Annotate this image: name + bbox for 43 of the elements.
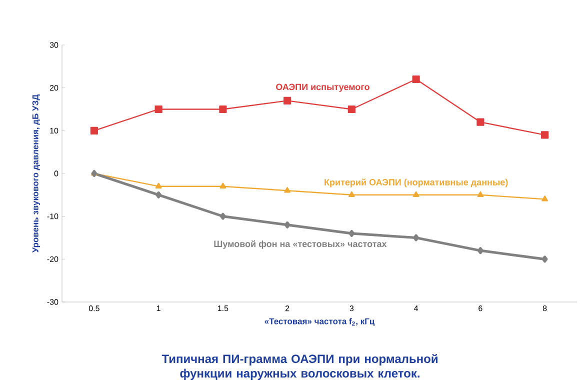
point: [413, 234, 420, 242]
point: [156, 191, 162, 198]
point: [541, 131, 549, 139]
point: [90, 126, 98, 134]
point: [284, 96, 292, 104]
point: [220, 182, 226, 188]
x-tick-label: 6: [478, 306, 482, 312]
y-tick-label: 30: [50, 42, 58, 48]
x-tick-label: 1.5: [218, 306, 228, 312]
x-tick-label: 3: [350, 306, 354, 312]
point: [412, 75, 420, 84]
point: [219, 105, 227, 114]
y-axis-title: Уровень звукового давления, дБ УЗД: [32, 94, 40, 253]
point: [348, 105, 356, 114]
point: [476, 118, 484, 126]
y-tick-label: -10: [47, 213, 58, 220]
point: [412, 191, 420, 198]
point: [154, 105, 162, 114]
point: [477, 247, 484, 254]
point: [348, 230, 355, 237]
y-tick-label: 10: [50, 128, 58, 134]
series-label: Шумовой фон на «тестовых» частотах: [214, 240, 387, 249]
point: [284, 187, 291, 193]
x-tick-label: 4: [414, 306, 418, 312]
x-axis-title: «Тестовая» частота f$_{2}$, кГц: [264, 318, 375, 326]
point: [477, 191, 484, 198]
y-tick-label: -20: [47, 256, 58, 262]
x-tick-label: 1: [156, 306, 160, 312]
point: [155, 182, 162, 188]
series-label: ОАЭПИ испытуемого: [276, 84, 370, 92]
x-tick-label: 2: [285, 306, 290, 312]
text: Типичная ПИ-грамма ОАЭПИ при нормальной функции наружных волосковых клеток.: [162, 354, 438, 380]
y-tick-label: -30: [47, 299, 58, 305]
y-tick-label: 20: [50, 84, 58, 91]
point: [220, 212, 226, 220]
x-tick-label: 0.5: [88, 306, 100, 312]
point: [348, 191, 355, 198]
point: [542, 196, 548, 202]
y-tick-label: 0: [54, 170, 58, 176]
point: [284, 221, 290, 228]
series-label: Критерий ОАЭПИ (нормативные данные): [324, 178, 508, 188]
point: [542, 256, 548, 263]
x-tick-label: 8: [542, 306, 547, 312]
